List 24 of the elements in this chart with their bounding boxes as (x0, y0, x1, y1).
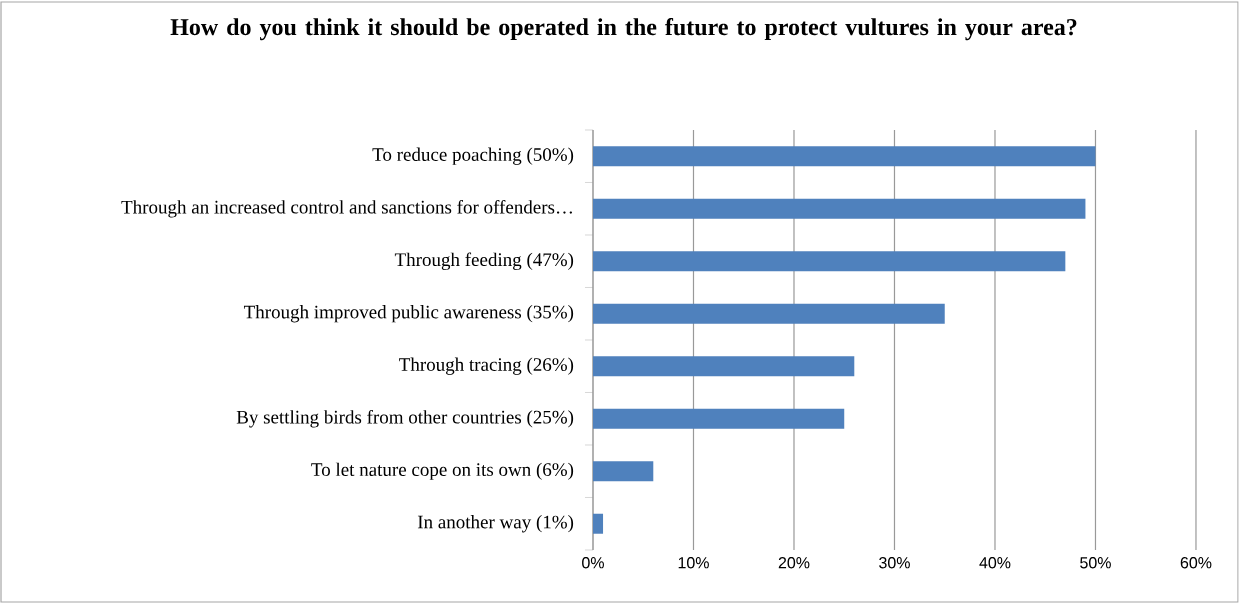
x-tick-label: 40% (979, 557, 1011, 569)
bar (593, 251, 1066, 272)
bar (593, 198, 1086, 219)
y-tick-label: Through an increased control and sanctions for offenders… (121, 199, 572, 218)
chart-title: How do you think it should be operated in the future to protect vultures in your area? (170, 18, 1077, 41)
x-tick-label: 20% (778, 557, 810, 569)
y-tick-label: By settling birds from other countries (25%) (236, 409, 574, 428)
y-tick-label: Through tracing (26%) (399, 357, 574, 375)
x-tick-label: 60% (1180, 557, 1212, 569)
y-tick-label: Through feeding (47%) (394, 252, 574, 270)
bar (593, 303, 945, 324)
bar (593, 356, 855, 377)
bar (593, 146, 1096, 167)
x-tick-label: 50% (1080, 557, 1111, 569)
bar (593, 513, 604, 534)
y-tick-label: In another way (1%) (417, 515, 574, 533)
y-tick-label: To reduce poaching (50%) (372, 147, 574, 165)
bar (593, 408, 845, 429)
y-tick-label: To let nature cope on its own (6%) (311, 462, 574, 480)
bar (593, 461, 654, 482)
y-tick-label: Through improved public awareness (35%) (243, 305, 574, 323)
x-tick-label: 0% (582, 557, 604, 569)
x-tick-label: 10% (678, 557, 709, 569)
x-tick-label: 30% (879, 557, 910, 569)
